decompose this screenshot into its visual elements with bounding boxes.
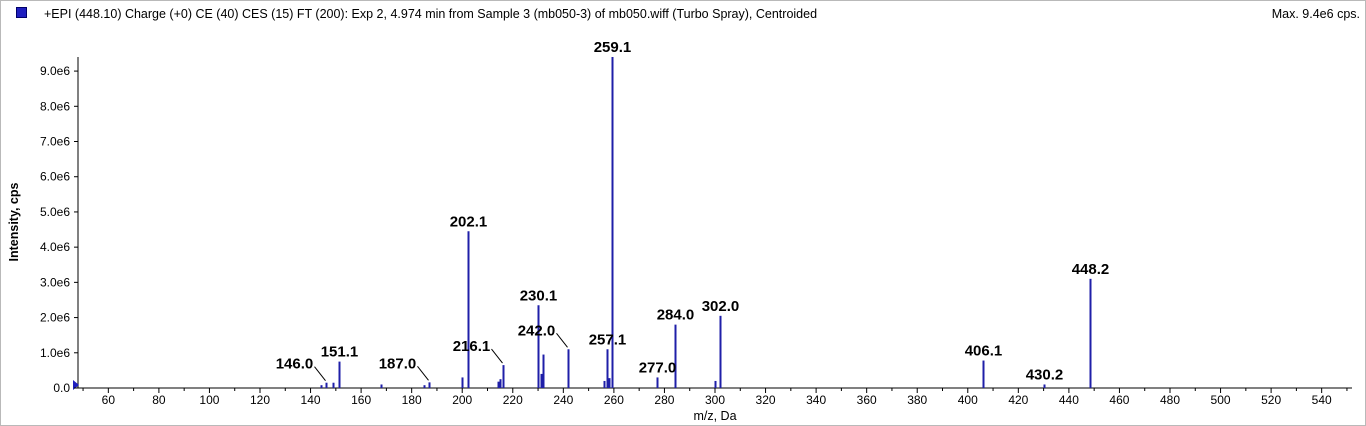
peak-labels: 146.0 151.1 187.0 202.1 216.1 230.1 242.0 257.1… (276, 39, 1110, 383)
x-tick-label: 380 (907, 393, 927, 407)
x-tick-label: 280 (654, 393, 674, 407)
y-tick-label: 0.0 (53, 381, 70, 395)
peak-label: 242.0 (518, 322, 556, 339)
y-tick-label: 7.0e6 (40, 135, 70, 149)
label-leader (417, 366, 429, 381)
x-tick-label: 400 (958, 393, 978, 407)
y-tick-label: 8.0e6 (40, 99, 70, 113)
y-tick-label: 5.0e6 (40, 205, 70, 219)
peak-label: 277.0 (639, 359, 677, 376)
label-leader (314, 366, 326, 382)
x-tick-label: 320 (756, 393, 776, 407)
label-leader (491, 348, 503, 364)
max-intensity-label: Max. 9.4e6 cps. (1271, 7, 1360, 21)
x-tick-label: 260 (604, 393, 624, 407)
peak-label: 230.1 (520, 287, 558, 304)
peak-label: 151.1 (321, 344, 359, 361)
x-tick-label: 300 (705, 393, 725, 407)
spectrum-peaks (320, 57, 1092, 388)
peak-label: 302.0 (702, 298, 740, 315)
x-tick-label: 120 (250, 393, 270, 407)
y-tick-label: 3.0e6 (40, 275, 70, 289)
y-tick-label: 1.0e6 (40, 346, 70, 360)
y-tick-label: 4.0e6 (40, 240, 70, 254)
peak-label: 146.0 (276, 356, 314, 373)
series-color-marker (16, 7, 27, 18)
peak-label: 187.0 (379, 355, 417, 372)
chart-title: +EPI (448.10) Charge (+0) CE (40) CES (1… (44, 7, 818, 21)
x-tick-label: 60 (102, 393, 116, 407)
x-axis-title: m/z, Da (693, 409, 736, 423)
peak-label: 202.1 (450, 213, 488, 230)
peak-label: 216.1 (453, 338, 491, 355)
x-tick-label: 500 (1211, 393, 1231, 407)
x-tick-label: 520 (1261, 393, 1281, 407)
x-tick-label: 480 (1160, 393, 1180, 407)
label-leader (556, 332, 568, 348)
peak-label: 259.1 (594, 39, 632, 56)
y-tick-label: 2.0e6 (40, 311, 70, 325)
x-tick-label: 220 (503, 393, 523, 407)
peak-label: 257.1 (589, 331, 627, 348)
x-tick-label: 540 (1312, 393, 1332, 407)
y-tick-label: 9.0e6 (40, 64, 70, 78)
x-tick-label: 440 (1059, 393, 1079, 407)
y-axis-title: Intensity, cps (7, 182, 21, 261)
x-tick-label: 100 (199, 393, 219, 407)
x-tick-label: 200 (452, 393, 472, 407)
x-tick-label: 160 (351, 393, 371, 407)
peak-label: 406.1 (965, 343, 1003, 360)
x-axis-ticks: 60 80 100 120 140 160 180 200 220 240 260 280 300 320… (82, 388, 1348, 407)
y-tick-label: 6.0e6 (40, 170, 70, 184)
y-axis-ticks: 0.0 1.0e6 2.0e6 3.0e6 4.0e6 5.0e6 6.0e6 7.0e6 8.… (40, 64, 78, 395)
axes (73, 57, 1352, 390)
label-leader-lines (314, 332, 568, 382)
x-tick-label: 180 (402, 393, 422, 407)
x-tick-label: 240 (553, 393, 573, 407)
x-tick-label: 360 (857, 393, 877, 407)
peak-label: 448.2 (1072, 261, 1110, 278)
x-tick-label: 460 (1109, 393, 1129, 407)
x-tick-label: 80 (152, 393, 166, 407)
x-tick-label: 420 (1008, 393, 1028, 407)
peak-label: 284.0 (657, 307, 695, 324)
spectrum-header: +EPI (448.10) Charge (+0) CE (40) CES (1… (0, 0, 1366, 30)
x-tick-label: 340 (806, 393, 826, 407)
peak-label: 430.2 (1026, 366, 1064, 383)
x-tick-label: 140 (301, 393, 321, 407)
